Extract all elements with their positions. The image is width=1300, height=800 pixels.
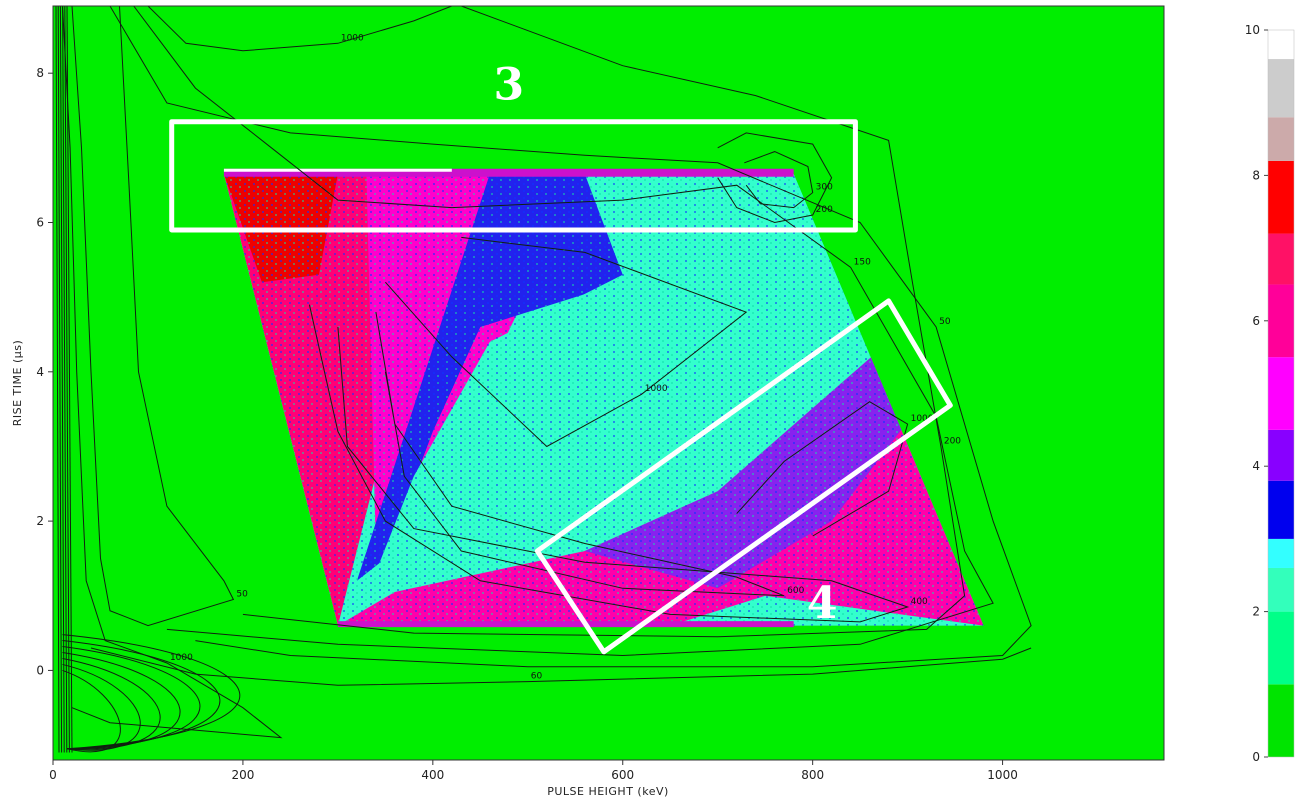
contour-lines: 50 150 200 400 600 1000 1000 200 300 50 1000 60 1000 [55,6,1032,753]
contour-label: 1000 [341,33,364,43]
contour-line [66,6,73,753]
x-tick-label: 400 [421,768,444,782]
colorbar-tick-label: 0 [1252,750,1260,764]
contour-label: 150 [854,257,871,267]
contour-line [90,647,1032,686]
y-tick-label: 6 [36,215,44,229]
contour-line [375,312,785,597]
region-box [534,298,953,655]
region-box [169,119,858,233]
contour-line [308,304,910,623]
contour-label: 600 [787,586,804,596]
contour-line [385,236,748,448]
contour-line [62,657,161,750]
colorbar-tick-label: 10 [1245,23,1260,37]
colorbar-segment [1268,357,1294,430]
contour-line [64,6,70,753]
plot-clip-group: 50 150 200 400 600 1000 1000 200 300 50 1000 60 1000… [53,6,1164,760]
contour-line [147,6,452,52]
colorbar-tick-label: 2 [1252,605,1260,619]
plot-frame [52,5,1165,761]
contour-label: 400 [911,597,928,607]
colorbar-segment [1268,284,1294,358]
region-label: 3 [493,59,524,110]
contour-line [62,634,241,750]
colorbar-segment [1268,117,1294,161]
plot-area: 50 150 200 400 600 1000 1000 200 300 50 1000 60 1000… [53,6,1164,760]
contour-label: 1000 [170,653,193,663]
contour-label: 200 [944,436,961,446]
contour-line [109,6,1032,668]
y-axis-title: RISE TIME (µs) [11,340,24,427]
colorbar-segment [1268,233,1294,285]
map-bands [223,174,984,626]
contour-line [62,6,283,739]
x-tick-label: 200 [231,768,254,782]
contour-line [736,401,909,537]
colorbar-segment [1268,480,1294,539]
colorbar-segment [1268,429,1294,481]
x-tick-label: 1000 [987,768,1018,782]
axes: 0 200 400 600 800 1000 0 2 4 6 8 [36,5,1165,782]
contour-label: 60 [531,672,543,682]
x-tick-label: 800 [801,768,824,782]
contour-line [57,6,63,753]
contour-label: 1000 [645,384,668,394]
colorbar-tick-label: 6 [1252,314,1260,328]
contour-label: 300 [816,183,833,193]
colorbar-tick-label: 8 [1252,168,1260,182]
contour-line [59,6,65,753]
contour-line [55,6,60,753]
contour-line [62,669,121,753]
x-axis-title: PULSE HEIGHT (keV) [547,785,669,798]
contour-line [62,6,68,753]
contour-line [242,6,966,638]
region-label: 4 [807,578,838,629]
y-tick-label: 2 [36,514,44,528]
map-top-bar [223,168,794,177]
colorbar: 0 2 4 6 8 10 [1245,23,1295,764]
map-top-highlight [223,168,452,172]
x-tick-label: 0 [49,768,57,782]
colorbar-segment [1268,538,1294,568]
contour-line [62,652,181,750]
colorbar-segment [1268,684,1294,757]
contour-line [62,663,141,751]
contour-line [717,132,833,224]
contour-label: 50 [939,317,951,327]
y-tick-label: 8 [36,66,44,80]
colorbar-segment [1268,59,1294,118]
map-bottom-bar [337,621,794,628]
y-tick-label: 0 [36,663,44,677]
contour-line [744,151,814,209]
colorbar-frame [1267,29,1295,758]
colorbar-tick-label: 4 [1252,459,1260,473]
colorbar-segment [1268,567,1294,612]
contour-label: 200 [816,205,833,215]
contour-line [133,6,994,657]
y-tick-label: 4 [36,365,44,379]
x-tick-label: 600 [611,768,634,782]
colorbar-segment [1268,160,1294,234]
contour-label: 50 [236,589,248,599]
contour-label: 1000 [911,414,934,424]
contour-line [71,6,235,627]
colorbar-segment [1268,611,1294,685]
